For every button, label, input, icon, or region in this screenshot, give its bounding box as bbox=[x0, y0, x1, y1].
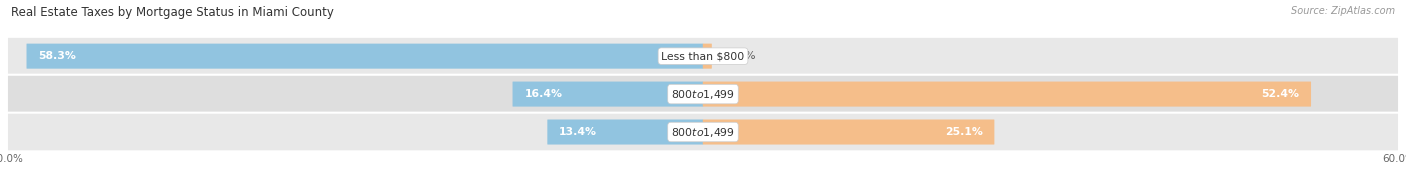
Text: 16.4%: 16.4% bbox=[524, 89, 562, 99]
Text: Less than $800: Less than $800 bbox=[661, 51, 745, 61]
Text: 25.1%: 25.1% bbox=[945, 127, 983, 137]
Text: $800 to $1,499: $800 to $1,499 bbox=[671, 125, 735, 139]
Text: $800 to $1,499: $800 to $1,499 bbox=[671, 88, 735, 101]
FancyBboxPatch shape bbox=[7, 37, 1399, 75]
Text: 0.74%: 0.74% bbox=[721, 51, 755, 61]
Text: 13.4%: 13.4% bbox=[560, 127, 598, 137]
FancyBboxPatch shape bbox=[703, 120, 994, 144]
Text: 52.4%: 52.4% bbox=[1261, 89, 1299, 99]
FancyBboxPatch shape bbox=[513, 82, 703, 107]
Text: Source: ZipAtlas.com: Source: ZipAtlas.com bbox=[1291, 6, 1395, 16]
FancyBboxPatch shape bbox=[7, 75, 1399, 113]
Text: Real Estate Taxes by Mortgage Status in Miami County: Real Estate Taxes by Mortgage Status in … bbox=[11, 6, 335, 19]
FancyBboxPatch shape bbox=[703, 44, 711, 69]
FancyBboxPatch shape bbox=[547, 120, 703, 144]
FancyBboxPatch shape bbox=[27, 44, 703, 69]
FancyBboxPatch shape bbox=[703, 82, 1310, 107]
Text: 58.3%: 58.3% bbox=[38, 51, 76, 61]
FancyBboxPatch shape bbox=[7, 113, 1399, 151]
